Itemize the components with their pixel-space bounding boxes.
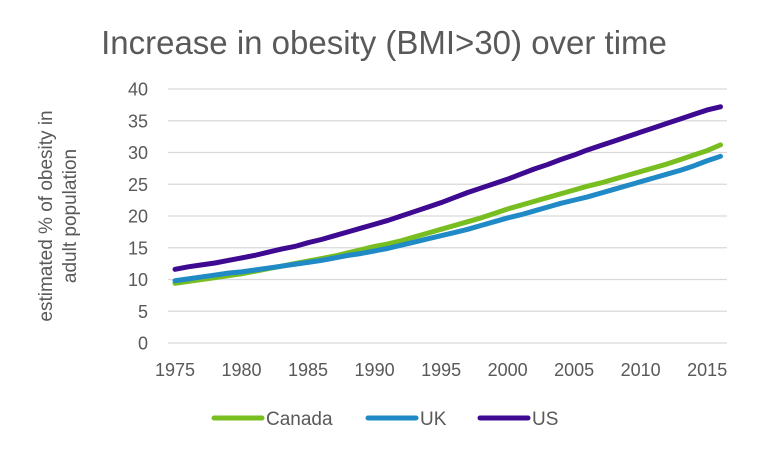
legend-item-us: US (477, 409, 558, 430)
x-tick-label: 1980 (222, 360, 262, 380)
x-tick-label: 1995 (421, 360, 461, 380)
legend-item-canada: Canada (211, 409, 333, 430)
y-axis-label: estimated % of obesity in adult populati… (36, 110, 81, 321)
y-tick-label: 15 (128, 238, 148, 258)
y-tick-label: 10 (128, 270, 148, 290)
y-tick-label: 0 (138, 334, 148, 354)
legend-item-uk: UK (365, 409, 447, 430)
legend-label: Canada (266, 409, 333, 430)
x-tick-label: 1990 (355, 360, 395, 380)
x-tick-label: 2015 (687, 360, 727, 380)
y-tick-label: 35 (128, 111, 148, 131)
x-tick-label: 2005 (554, 360, 594, 380)
y-axis-label-line-1: estimated % of obesity in (36, 110, 57, 321)
y-tick-label: 5 (138, 302, 148, 322)
chart-title: Increase in obesity (BMI>30) over time (101, 24, 667, 61)
series-line-uk (172, 153, 723, 284)
legend-label: UK (420, 409, 447, 430)
series-lines (172, 104, 723, 286)
series-line-canada (172, 142, 723, 286)
y-axis-ticks: 0 5 10 15 20 25 30 35 40 (128, 80, 148, 354)
y-axis-label-line-2: adult population (60, 149, 81, 283)
gridlines (168, 88, 727, 344)
legend: Canada UK US (211, 409, 558, 430)
x-tick-label: 1985 (288, 360, 328, 380)
y-tick-label: 20 (128, 207, 148, 227)
y-tick-label: 30 (128, 143, 148, 163)
x-tick-label: 1975 (155, 360, 195, 380)
series-line-us (172, 104, 723, 272)
x-tick-label: 2010 (621, 360, 661, 380)
x-axis-ticks: 1975 1980 1985 1990 1995 2000 2005 2010 2015 (155, 360, 727, 380)
y-tick-label: 25 (128, 175, 148, 195)
y-tick-label: 40 (128, 80, 148, 100)
legend-label: US (532, 409, 558, 430)
x-tick-label: 2000 (488, 360, 528, 380)
